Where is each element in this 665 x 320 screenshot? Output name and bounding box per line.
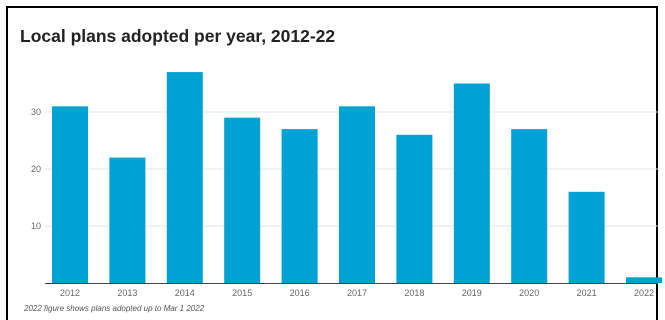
x-tick-label: 2015: [232, 288, 252, 298]
x-tick-label: 2016: [290, 288, 310, 298]
bar-2019: [453, 83, 490, 283]
x-tick-label: 2022: [634, 288, 654, 298]
bars: [52, 72, 662, 283]
x-tick-label: 2019: [462, 288, 482, 298]
chart-title: Local plans adopted per year, 2012-22: [20, 26, 336, 46]
bar-2014: [166, 72, 203, 283]
chart-footnote: 2022 figure shows plans adopted up to Ma…: [24, 304, 205, 313]
y-axis-tick-labels: 10 20 30: [31, 107, 41, 231]
bar-2016: [281, 129, 318, 283]
bar-2015: [224, 117, 261, 283]
x-tick-label: 2020: [519, 288, 539, 298]
y-tick-label: 20: [31, 164, 41, 174]
x-tick-label: 2012: [60, 288, 80, 298]
x-tick-label: 2021: [577, 288, 597, 298]
x-tick-label: 2017: [347, 288, 367, 298]
bar-2013: [109, 157, 146, 283]
x-axis-tick-labels: 2012 2013 2014 2015 2016 2017 2018 2019 2020 2021…: [60, 288, 654, 298]
x-tick-label: 2018: [404, 288, 424, 298]
bar-2017: [339, 106, 375, 283]
x-tick-label: 2014: [175, 288, 195, 298]
bar-2018: [396, 134, 433, 283]
y-tick-label: 10: [31, 221, 41, 231]
bar-2012: [52, 106, 88, 283]
bar-2022: [626, 277, 662, 283]
bar-2021: [568, 191, 605, 283]
y-tick-label: 30: [31, 107, 41, 117]
bar-2020: [511, 129, 548, 283]
x-tick-label: 2013: [117, 288, 137, 298]
